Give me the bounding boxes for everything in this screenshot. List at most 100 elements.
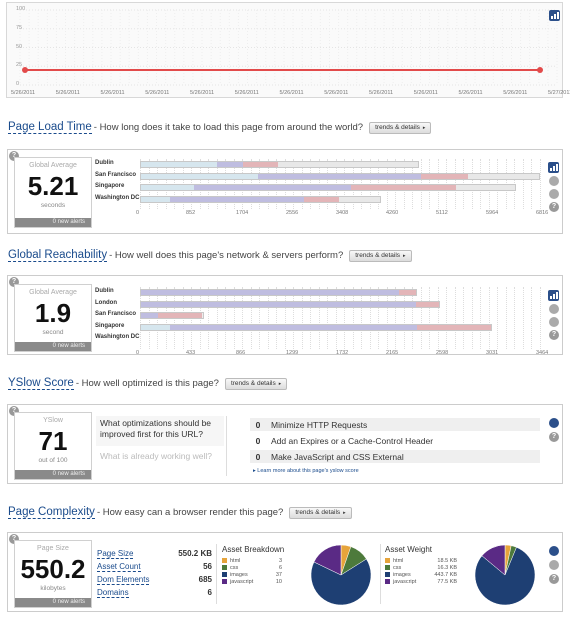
trends-details-button[interactable]: trends & details ▸	[224, 377, 288, 390]
x-tick-label: 5/26/2011	[279, 90, 304, 96]
legend-swatch	[222, 579, 227, 584]
list-icon[interactable]	[549, 317, 559, 327]
data-point[interactable]	[537, 67, 543, 73]
stat-unit: seconds	[40, 202, 66, 209]
page-load-time-heading: Page Load Time - How long does it take t…	[8, 121, 432, 134]
bar-segment	[303, 196, 339, 202]
legend-item: html 18.5 KB	[385, 557, 457, 564]
location-bar[interactable]	[140, 161, 419, 168]
yslow-heading: YSlow Score - How well optimized is this…	[8, 377, 288, 390]
pie-slice[interactable]	[310, 558, 372, 606]
rule-label: Add an Expires or a Cache-Control Header	[271, 435, 434, 446]
location-bar[interactable]	[140, 172, 540, 180]
pie-slice[interactable]	[474, 546, 536, 606]
list-icon[interactable]	[549, 418, 559, 428]
help-icon[interactable]: ?	[9, 406, 19, 416]
help-icon[interactable]: ?	[549, 330, 559, 340]
location-bar[interactable]	[140, 323, 493, 331]
grid-line	[386, 287, 388, 349]
pie-slice[interactable]	[313, 544, 342, 576]
chart-icon[interactable]	[548, 162, 559, 173]
alerts-badge[interactable]: 0 new alerts	[15, 470, 91, 479]
optimization-question-tab[interactable]: What optimizations should be improved fi…	[96, 416, 224, 446]
chevron-right-icon: ▸	[278, 380, 282, 387]
help-icon[interactable]: ?	[549, 202, 559, 212]
button-label: trends & details	[295, 509, 341, 516]
yslow-rule[interactable]: 0 Make JavaScript and CSS External	[250, 450, 540, 463]
asset-breakdown-title: Asset Breakdown	[222, 545, 285, 554]
grid-line	[242, 287, 244, 349]
list-icon[interactable]	[549, 546, 559, 556]
x-tick-label: 1704	[236, 210, 249, 216]
location-bar[interactable]	[140, 289, 418, 296]
list-icon[interactable]	[549, 189, 559, 199]
bar-segment	[141, 173, 258, 179]
location-label: Singapore	[95, 183, 125, 189]
metric-value: 685	[198, 575, 212, 584]
grid-line	[344, 287, 346, 349]
alerts-badge[interactable]: 0 new alerts	[15, 598, 91, 607]
legend-item: javascript 77.5 KB	[385, 578, 457, 585]
grid-line	[522, 287, 524, 349]
learn-more-link[interactable]: ▸ Learn more about this page's yslow sco…	[253, 468, 359, 474]
metric-value: 56	[203, 562, 212, 571]
x-tick-label: 2556	[286, 210, 299, 216]
globe-icon[interactable]	[549, 304, 559, 314]
section-title[interactable]: YSlow Score	[8, 377, 74, 390]
legend-value: 16.3 KB	[437, 564, 457, 571]
section-title[interactable]: Page Load Time	[8, 121, 92, 134]
globe-icon[interactable]	[549, 176, 559, 186]
trends-details-button[interactable]: trends & details ▸	[289, 506, 352, 519]
grid-line	[259, 287, 261, 349]
location-bar[interactable]	[140, 184, 516, 191]
location-label: Dublin	[95, 288, 114, 294]
legend-name: javascript	[230, 578, 254, 585]
location-bar[interactable]	[140, 300, 441, 308]
grid-line	[540, 287, 541, 349]
chart-icon[interactable]	[549, 10, 560, 21]
chevron-right-icon: ▸	[403, 252, 406, 259]
trends-details-button[interactable]: trends & details ▸	[369, 121, 432, 134]
stat-value: 5.21	[27, 171, 79, 201]
x-tick-label: 5/26/2011	[369, 90, 394, 96]
yslow-stat: YSlow 71 out of 100 0 new alerts	[14, 412, 92, 480]
bar-segment	[141, 324, 170, 330]
help-icon[interactable]: ?	[9, 151, 19, 161]
pie-slice[interactable]	[481, 544, 506, 576]
bar-segment	[193, 185, 352, 190]
trends-details-button[interactable]: trends & details ▸	[349, 249, 412, 262]
asset-breakdown-pie	[310, 544, 372, 606]
yslow-rule[interactable]: 0 Minimize HTTP Requests	[250, 418, 540, 431]
globe-icon[interactable]	[549, 560, 559, 570]
grid-line	[327, 287, 329, 349]
help-icon[interactable]: ?	[9, 534, 19, 544]
legend-swatch	[385, 558, 390, 563]
working-well-tab[interactable]: What is already working well?	[100, 451, 212, 461]
alerts-badge[interactable]: 0 new alerts	[15, 218, 91, 227]
alerts-badge[interactable]: 0 new alerts	[15, 342, 91, 351]
section-title[interactable]: Page Complexity	[8, 506, 95, 519]
legend-name: javascript	[393, 578, 417, 585]
bar-segment	[277, 162, 418, 167]
bar-segment	[141, 162, 217, 167]
yslow-rule[interactable]: 0 Add an Expires or a Cache-Control Head…	[250, 434, 540, 447]
location-bar[interactable]	[140, 312, 204, 319]
chart-icon[interactable]	[548, 290, 559, 301]
bar-segment	[141, 290, 399, 295]
divider	[216, 544, 217, 604]
section-title[interactable]: Global Reachability	[8, 249, 108, 262]
location-bar[interactable]	[140, 195, 381, 203]
x-tick-label: 2598	[436, 349, 449, 356]
legend-value: 77.5 KB	[437, 578, 457, 585]
metric-label[interactable]: Asset Count	[97, 561, 141, 572]
data-point[interactable]	[22, 67, 28, 73]
metric-label[interactable]: Domains	[97, 587, 129, 598]
metric-label[interactable]: Dom Elements	[97, 574, 150, 585]
x-tick-label: 5/26/2011	[190, 90, 215, 96]
help-icon[interactable]: ?	[9, 277, 19, 287]
grid-line	[463, 287, 465, 349]
metric-label[interactable]: Page Size	[97, 548, 134, 559]
help-icon[interactable]: ?	[549, 432, 559, 442]
location-label: Washington DC	[95, 334, 140, 340]
help-icon[interactable]: ?	[549, 574, 559, 584]
